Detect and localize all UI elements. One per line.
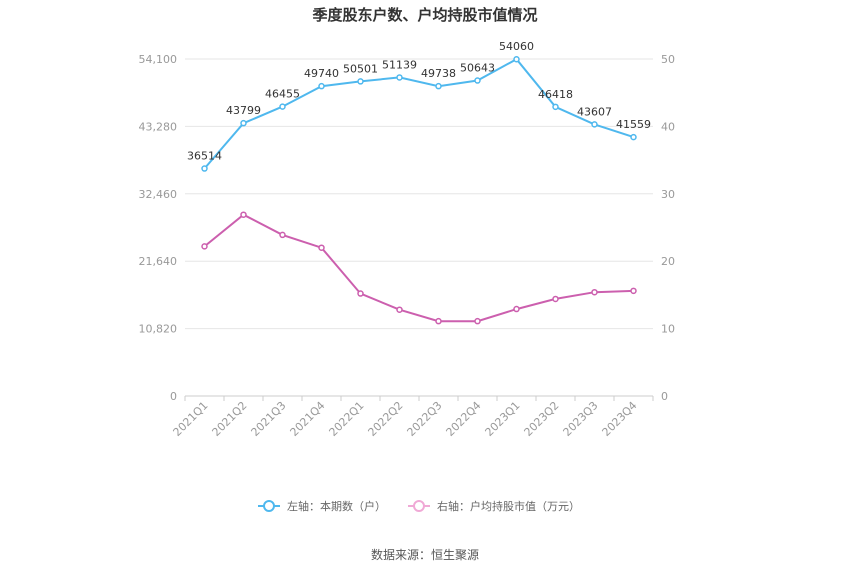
x-axis-tick-label: 2022Q1 [327, 399, 367, 439]
legend-item-shareholders[interactable]: 左轴：本期数（户） [258, 499, 386, 513]
data-label: 49738 [421, 67, 456, 80]
legend-marker-shareholders [263, 500, 275, 512]
data-point[interactable] [474, 317, 481, 325]
right-axis-tick-label: 50 [661, 53, 675, 66]
left-axis-tick-label: 43,280 [139, 120, 178, 133]
x-axis-tick-label: 2021Q4 [288, 399, 328, 439]
x-axis-tick-label: 2023Q1 [483, 399, 523, 439]
series-layer [201, 55, 637, 325]
data-point[interactable] [435, 82, 442, 90]
left-axis-tick-label: 0 [170, 390, 177, 403]
left-axis-tick-label: 32,460 [139, 188, 178, 201]
left-axis-tick-label: 21,640 [139, 255, 178, 268]
data-point[interactable] [318, 244, 325, 251]
left-axis-tick-label: 54,100 [139, 53, 178, 66]
legend-item-avg-value[interactable]: 右轴：户均持股市值（万元） [408, 499, 580, 513]
data-label: 51139 [382, 58, 417, 71]
data-point[interactable] [591, 121, 598, 128]
x-axis-tick-label: 2023Q2 [522, 399, 562, 439]
data-label: 46418 [538, 88, 573, 101]
right-axis-tick-label: 40 [661, 120, 675, 133]
data-label: 54060 [499, 40, 534, 53]
x-axis-tick-label: 2021Q3 [249, 399, 289, 439]
data-point[interactable] [513, 305, 520, 313]
data-label: 50643 [460, 62, 495, 75]
data-point[interactable] [630, 287, 637, 295]
data-point[interactable] [201, 243, 208, 250]
data-label: 36514 [187, 150, 222, 163]
chart-title: 季度股东户数、户均持股市值情况 [312, 6, 537, 24]
right-axis-tick-label: 30 [661, 188, 675, 201]
series-line-1 [203, 213, 634, 323]
data-point[interactable] [552, 295, 559, 303]
x-axis-tick-label: 2022Q2 [366, 399, 406, 439]
x-axis-tick-label: 2022Q3 [405, 399, 445, 439]
data-point[interactable] [357, 78, 364, 85]
legend-label-shareholders: 左轴：本期数（户） [287, 499, 386, 513]
data-point[interactable] [240, 119, 247, 127]
data-point[interactable] [318, 82, 325, 90]
data-point[interactable] [591, 288, 598, 296]
data-point[interactable] [279, 103, 286, 110]
data-point[interactable] [396, 74, 403, 81]
data-label: 43607 [577, 105, 612, 118]
data-label: 43799 [226, 104, 261, 117]
right-axis-tick-label: 0 [661, 390, 668, 403]
x-axis-tick-label: 2022Q4 [444, 399, 484, 439]
data-point[interactable] [396, 306, 403, 313]
data-label: 49740 [304, 67, 339, 80]
source-note: 数据来源：恒生聚源 [371, 547, 479, 562]
legend: 左轴：本期数（户） 右轴：户均持股市值（万元） [258, 499, 580, 513]
data-point[interactable] [240, 211, 247, 218]
right-axis-tick-label: 10 [661, 323, 675, 336]
right-axis-tick-label: 20 [661, 255, 675, 268]
legend-label-avg-value: 右轴：户均持股市值（万元） [437, 499, 580, 513]
data-label: 46455 [265, 88, 300, 101]
x-axis-tick-label: 2021Q1 [171, 399, 211, 439]
series-line-0 [203, 57, 634, 170]
grid-layer [185, 58, 653, 330]
x-axis-tick-label: 2023Q4 [600, 399, 640, 439]
data-point[interactable] [201, 165, 208, 172]
data-label-layer: 36514 43799 46455 49740 50501 51139 49738 50643… [187, 40, 651, 162]
data-label: 41559 [616, 118, 651, 131]
data-point[interactable] [630, 133, 637, 141]
data-point[interactable] [279, 231, 286, 239]
data-point[interactable] [435, 317, 442, 325]
x-axis-tick-label: 2021Q2 [210, 399, 250, 439]
legend-marker-avg-value [413, 500, 425, 512]
left-axis-tick-label: 10,820 [139, 323, 178, 336]
data-point[interactable] [513, 55, 520, 63]
data-label: 50501 [343, 62, 378, 75]
data-point[interactable] [474, 77, 481, 84]
x-axis-tick-label: 2023Q3 [561, 399, 601, 439]
data-point[interactable] [357, 290, 364, 297]
data-point[interactable] [552, 103, 559, 111]
